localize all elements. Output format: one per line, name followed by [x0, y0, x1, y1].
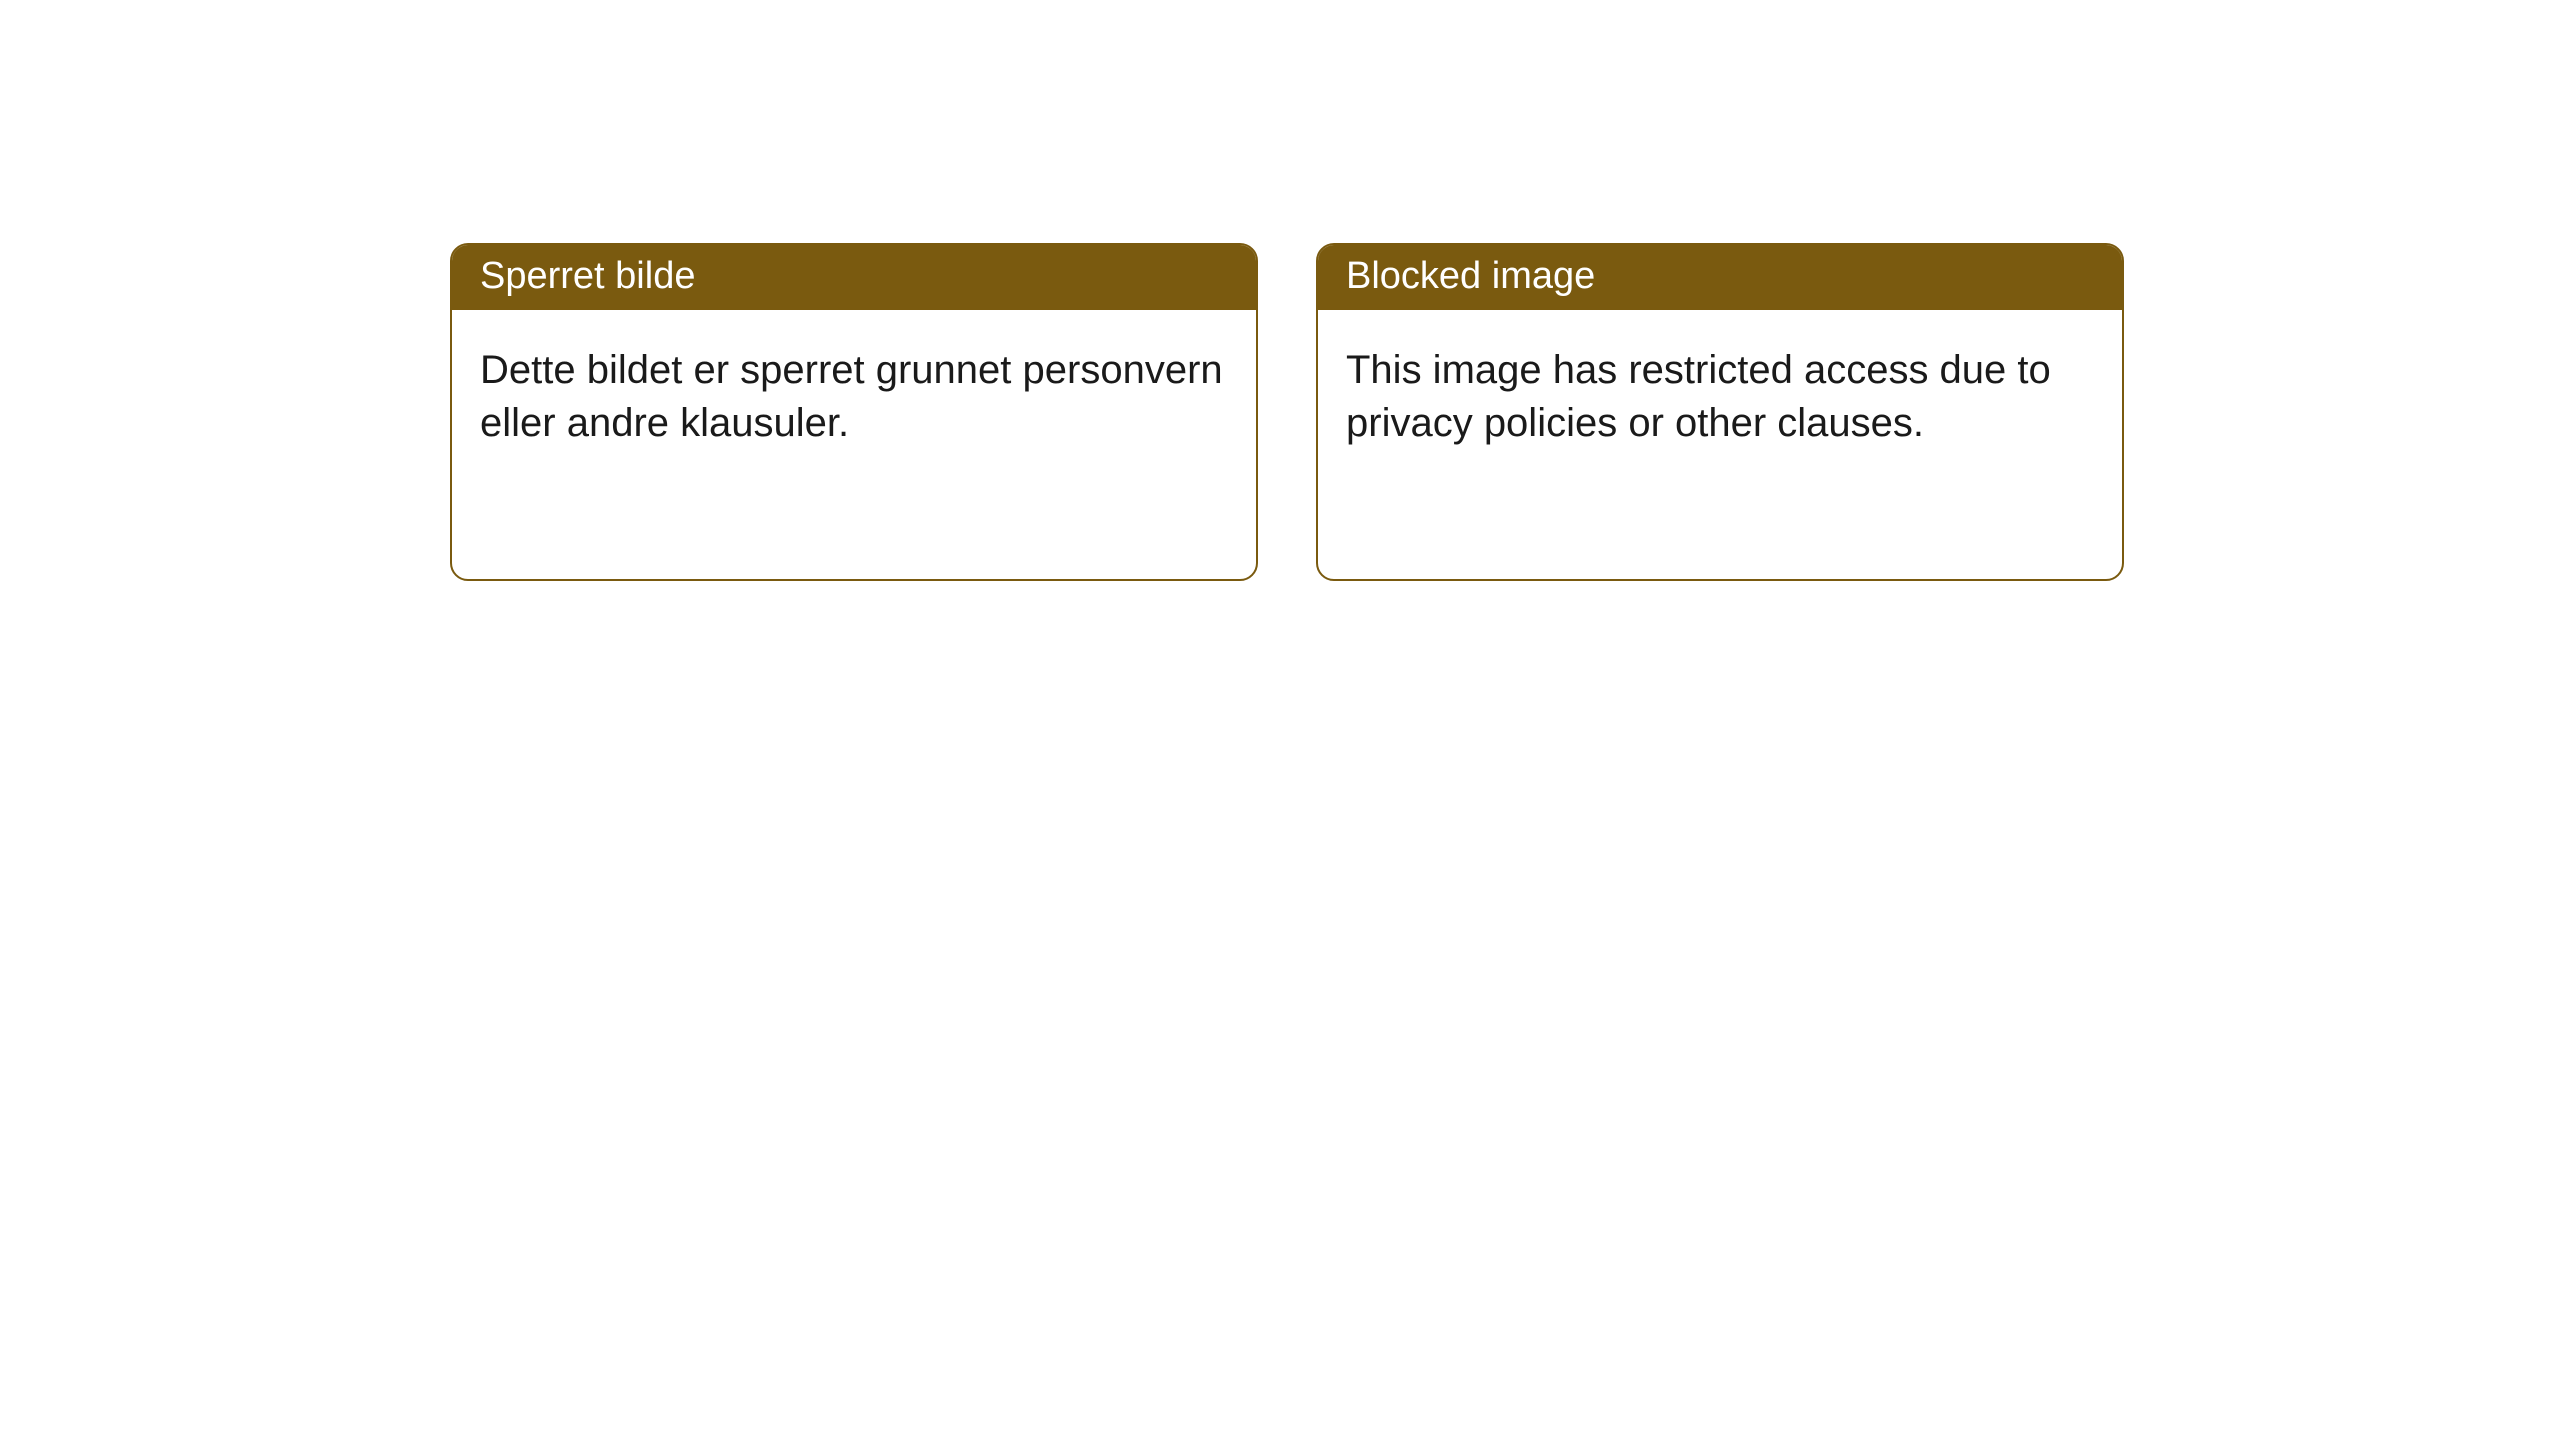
notice-card-english: Blocked image This image has restricted … [1316, 243, 2124, 581]
notice-card-norwegian: Sperret bilde Dette bildet er sperret gr… [450, 243, 1258, 581]
notice-container: Sperret bilde Dette bildet er sperret gr… [450, 243, 2124, 581]
notice-title: Blocked image [1346, 255, 1595, 297]
notice-card-header: Sperret bilde [452, 245, 1256, 310]
notice-card-body: This image has restricted access due to … [1318, 310, 2122, 484]
notice-card-body: Dette bildet er sperret grunnet personve… [452, 310, 1256, 484]
notice-title: Sperret bilde [480, 255, 695, 297]
notice-body-text: This image has restricted access due to … [1346, 348, 2051, 445]
notice-body-text: Dette bildet er sperret grunnet personve… [480, 348, 1223, 445]
notice-card-header: Blocked image [1318, 245, 2122, 310]
